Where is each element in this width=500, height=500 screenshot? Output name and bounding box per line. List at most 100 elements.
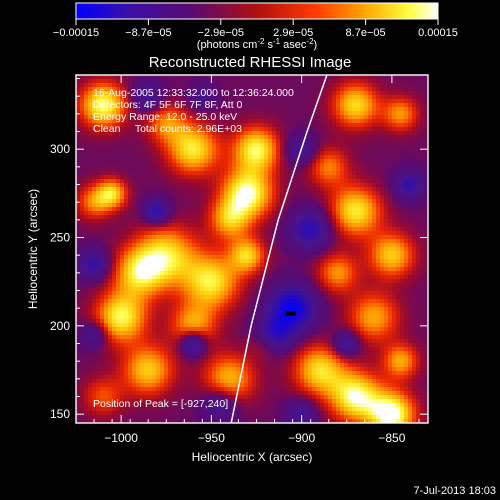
heatmap-cell <box>104 131 109 136</box>
heatmap-cell <box>148 239 153 244</box>
heatmap-cell <box>228 299 233 304</box>
heatmap-cell <box>236 119 241 124</box>
heatmap-cell <box>100 391 105 396</box>
heatmap-cell <box>108 295 113 300</box>
heatmap-cell <box>220 395 225 400</box>
heatmap-cell <box>268 215 273 220</box>
heatmap-cell <box>120 267 125 272</box>
heatmap-cell <box>100 183 105 188</box>
heatmap-cell <box>148 155 153 160</box>
heatmap-cell <box>164 235 169 240</box>
heatmap-cell <box>264 227 269 232</box>
heatmap-cell <box>224 151 229 156</box>
heatmap-cell <box>128 183 133 188</box>
heatmap-cell <box>116 359 121 364</box>
heatmap-cell <box>256 79 261 84</box>
heatmap-cell <box>232 399 237 404</box>
heatmap-cell <box>92 299 97 304</box>
heatmap-cell <box>84 139 89 144</box>
heatmap-cell <box>224 311 229 316</box>
heatmap-cell <box>124 103 129 108</box>
heatmap-cell <box>188 115 193 120</box>
heatmap-cell <box>248 367 253 372</box>
heatmap-cell <box>208 91 213 96</box>
heatmap-cell <box>96 91 101 96</box>
heatmap-cell <box>268 231 273 236</box>
heatmap-cell <box>256 231 261 236</box>
heatmap-cell <box>160 251 165 256</box>
heatmap-cell <box>252 155 257 160</box>
heatmap-cell <box>120 319 125 324</box>
heatmap-cell <box>252 363 257 368</box>
colorbar-tick-label: 8.7e−05 <box>346 27 386 39</box>
heatmap-cell <box>272 115 277 120</box>
heatmap-cell <box>280 87 285 92</box>
heatmap-cell <box>100 191 105 196</box>
heatmap-cell <box>172 275 177 280</box>
heatmap-cell <box>100 419 105 423</box>
heatmap-cell <box>88 83 93 88</box>
heatmap-cell <box>240 395 245 400</box>
heatmap-cell <box>288 303 293 308</box>
heatmap-cell <box>244 219 249 224</box>
heatmap-cell <box>80 299 85 304</box>
heatmap-cell <box>172 347 177 352</box>
heatmap-cell <box>300 239 305 244</box>
heatmap-cell <box>156 187 161 192</box>
heatmap-cell <box>252 191 257 196</box>
heatmap-cell <box>96 211 101 216</box>
heatmap-cell <box>104 267 109 272</box>
heatmap-cell <box>172 315 177 320</box>
heatmap-cell <box>148 151 153 156</box>
heatmap-cell <box>208 259 213 264</box>
heatmap-cell <box>148 367 153 372</box>
heatmap-cell <box>264 207 269 212</box>
heatmap-cell <box>112 135 117 140</box>
heatmap-cell <box>284 271 289 276</box>
heatmap-cell <box>164 171 169 176</box>
heatmap-cell <box>132 83 137 88</box>
heatmap-cell <box>176 99 181 104</box>
heatmap-cell <box>272 131 277 136</box>
heatmap-cell <box>172 195 177 200</box>
heatmap-cell <box>204 215 209 220</box>
heatmap-cell <box>152 83 157 88</box>
heatmap-cell <box>180 359 185 364</box>
heatmap-cell <box>192 151 197 156</box>
heatmap-cell <box>228 283 233 288</box>
heatmap-cell <box>160 319 165 324</box>
heatmap-cell <box>140 279 145 284</box>
heatmap-cell <box>160 159 165 164</box>
heatmap-cell <box>116 275 121 280</box>
heatmap-cell <box>196 407 201 412</box>
heatmap-cell <box>148 319 153 324</box>
heatmap-cell <box>128 227 133 232</box>
heatmap-cell <box>288 307 293 312</box>
heatmap-cell <box>280 419 285 423</box>
heatmap-cell <box>292 359 297 364</box>
heatmap-cell <box>236 215 241 220</box>
heatmap-cell <box>184 187 189 192</box>
heatmap-cell <box>236 223 241 228</box>
heatmap-cell <box>120 387 125 392</box>
heatmap-cell <box>172 311 177 316</box>
heatmap-cell <box>100 339 105 344</box>
heatmap-cell <box>112 335 117 340</box>
heatmap-cell <box>288 299 293 304</box>
heatmap-cell <box>148 403 153 408</box>
heatmap-cell <box>84 123 89 128</box>
heatmap-cell <box>200 367 205 372</box>
heatmap-cell <box>300 119 305 124</box>
heatmap-cell <box>296 203 301 208</box>
heatmap-cell <box>204 367 209 372</box>
heatmap-cell <box>256 339 261 344</box>
heatmap-cell <box>188 219 193 224</box>
heatmap-cell <box>256 275 261 280</box>
heatmap-cell <box>200 391 205 396</box>
heatmap-cell <box>96 255 101 260</box>
heatmap-cell <box>260 171 265 176</box>
heatmap-cell <box>212 367 217 372</box>
heatmap-cell <box>84 251 89 256</box>
heatmap-cell <box>192 235 197 240</box>
heatmap-cell <box>216 395 221 400</box>
